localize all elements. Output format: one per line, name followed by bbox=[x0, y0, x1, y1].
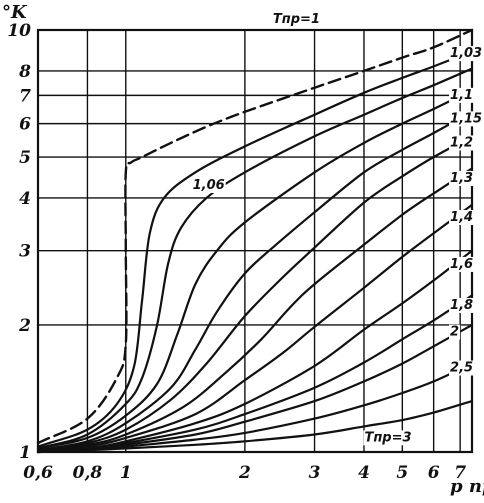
series-line bbox=[36, 400, 474, 454]
x-axis-title: p пр bbox=[450, 476, 484, 497]
plot-frame bbox=[36, 28, 474, 454]
series-label: 2,5 bbox=[450, 360, 473, 375]
x-tick-label: 3 bbox=[309, 463, 321, 483]
x-tick-label: 0,6 bbox=[23, 463, 53, 483]
series-line bbox=[36, 167, 474, 452]
series-label: 1,8 bbox=[450, 298, 473, 313]
curves bbox=[36, 28, 474, 454]
series-line bbox=[36, 135, 474, 452]
y-tick-label: 3 bbox=[19, 242, 31, 262]
y-tick-label: 2 bbox=[18, 316, 31, 336]
series-line bbox=[36, 203, 474, 454]
y-tick-label: 4 bbox=[19, 189, 31, 209]
series-label: 2 bbox=[450, 325, 459, 340]
series-label-bg bbox=[449, 256, 475, 272]
y-tick-label: 10 bbox=[7, 21, 31, 41]
curve-labels: Tпр=1 1,03 1,06 1,1 1,15 1,2 1,3 1,4 1,6 1,8 2 2,5 T… bbox=[191, 11, 484, 446]
series-label: 1,1 bbox=[450, 88, 473, 103]
x-tick-label: 5 bbox=[396, 463, 408, 483]
series-label-bg bbox=[449, 297, 475, 313]
series-label-bg bbox=[449, 360, 475, 376]
x-tick-label: 4 bbox=[358, 463, 370, 483]
series-line bbox=[36, 89, 474, 450]
y-tick-label: 5 bbox=[19, 148, 31, 168]
x-tick-label: 6 bbox=[428, 463, 440, 483]
series-label-bg bbox=[449, 170, 475, 186]
y-tick-labels: 1 2 3 4 5 6 7 8 10 bbox=[7, 21, 31, 463]
series-label-bg bbox=[363, 430, 413, 446]
series-label: Tпр=1 bbox=[273, 12, 320, 27]
series-label: 1,2 bbox=[450, 135, 473, 150]
series-label: 1,03 bbox=[450, 46, 482, 61]
series-line bbox=[36, 50, 474, 448]
series-line bbox=[36, 249, 474, 454]
series-label-bg bbox=[449, 87, 475, 103]
series-label: 1,3 bbox=[450, 171, 473, 186]
series-label-bg bbox=[449, 111, 484, 127]
x-tick-label: 0,8 bbox=[73, 463, 103, 483]
series-label: Tпр=3 bbox=[364, 430, 411, 445]
series-label: 1,06 bbox=[193, 178, 225, 193]
series-line bbox=[36, 67, 474, 450]
series-label-bg bbox=[449, 46, 484, 62]
series-label-bg bbox=[271, 11, 321, 27]
x-tick-label: 1 bbox=[120, 463, 132, 483]
series-label-bg bbox=[449, 324, 461, 340]
series-label-bg bbox=[449, 210, 475, 226]
series-label: 1,15 bbox=[450, 111, 482, 126]
y-tick-label: 6 bbox=[19, 115, 31, 135]
series-line bbox=[36, 28, 474, 445]
x-tick-labels: 0,6 0,8 1 2 3 4 5 6 7 bbox=[23, 463, 466, 483]
series-label: 1,6 bbox=[450, 257, 473, 272]
series-line bbox=[36, 294, 474, 454]
grid bbox=[37, 29, 472, 453]
series-line bbox=[36, 110, 474, 452]
y-tick-label: 7 bbox=[19, 86, 31, 106]
x-tick-label: 7 bbox=[454, 463, 466, 483]
series-label-bg bbox=[191, 177, 226, 193]
y-tick-label: 8 bbox=[18, 62, 31, 82]
series-label-bg bbox=[449, 135, 475, 151]
x-tick-label: 2 bbox=[238, 463, 251, 483]
series-label: 1,4 bbox=[450, 210, 473, 225]
y-tick-label: 1 bbox=[19, 443, 31, 463]
y-axis-title: °K bbox=[2, 2, 28, 23]
